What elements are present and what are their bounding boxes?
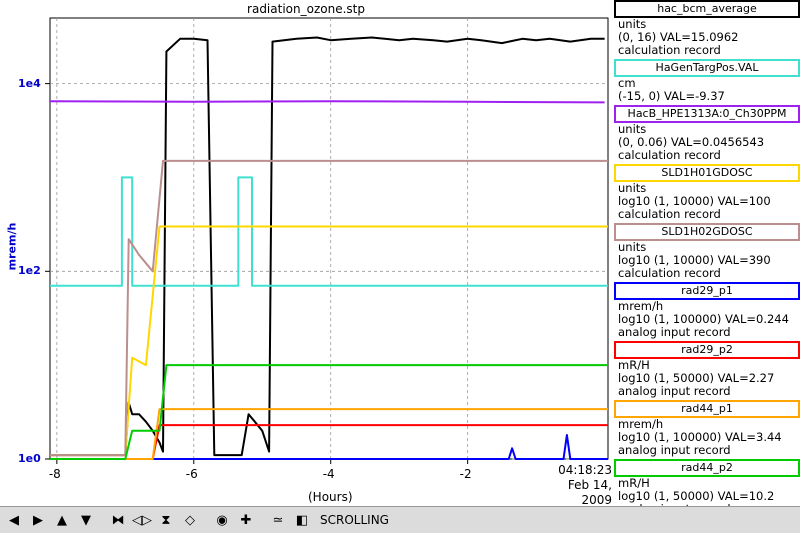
plot-area[interactable]: radiation_ozone.stp mrem/h (Hours) 04:18… bbox=[0, 0, 612, 508]
x-tick-label: -4 bbox=[322, 467, 335, 481]
legend-name-box[interactable]: rad44_p2 bbox=[614, 459, 800, 477]
zoom-x-in-icon[interactable]: ⧓ bbox=[111, 512, 125, 528]
legend-detail-line: analog input record bbox=[618, 444, 731, 457]
legend-detail-line: analog input record bbox=[618, 326, 731, 339]
legend-detail-line: log10 (1, 10000) VAL=390 bbox=[618, 254, 771, 267]
legend-entry[interactable]: rad29_p2 mR/H log10 (1, 50000) VAL=2.27 ana… bbox=[612, 341, 800, 398]
y-tick-label: 1e0 bbox=[18, 452, 41, 465]
series-line-hagentargpos-val bbox=[50, 176, 608, 287]
legend-detail-line: (0, 16) VAL=15.0962 bbox=[618, 31, 739, 44]
legend-detail-line: calculation record bbox=[618, 44, 721, 57]
legend-detail-line: calculation record bbox=[618, 267, 721, 280]
end-time-label: 04:18:23 Feb 14, 2009 bbox=[544, 463, 612, 508]
arrow-left-icon[interactable]: ◀ bbox=[9, 512, 19, 528]
chart-svg[interactable] bbox=[0, 0, 612, 506]
legend-detail-line: mR/H bbox=[618, 477, 650, 490]
legend-entry[interactable]: hac_bcm_average units (0, 16) VAL=15.0962 c… bbox=[612, 0, 800, 57]
x-axis-label: (Hours) bbox=[308, 490, 353, 504]
plot-frame bbox=[49, 17, 609, 460]
legend-detail-line: log10 (1, 100000) VAL=3.44 bbox=[618, 431, 782, 444]
series-line-hacb-hpe1313a-0-ch30ppm bbox=[49, 100, 605, 104]
legend-entry[interactable]: HaGenTargPos.VAL cm (-15, 0) VAL=-9.37 bbox=[612, 59, 800, 103]
y-tick-label: 1e4 bbox=[18, 76, 41, 90]
series-line-rad44-p1 bbox=[50, 408, 608, 460]
legend-detail-line: mrem/h bbox=[618, 300, 664, 313]
legend-entry[interactable]: SLD1H02GDOSC units log10 (1, 10000) VAL=39… bbox=[612, 223, 800, 280]
legend-entry[interactable]: HacB_HPE1313A:0_Ch30PPM units (0, 0.06) VA… bbox=[612, 105, 800, 162]
legend-panel: hac_bcm_average units (0, 16) VAL=15.0962 c… bbox=[612, 0, 800, 516]
series-line-rad44-p2 bbox=[50, 364, 608, 460]
chart-title: radiation_ozone.stp bbox=[247, 2, 365, 16]
legend-detail-line: log10 (1, 100000) VAL=0.244 bbox=[618, 313, 789, 326]
legend-name-box[interactable]: rad29_p2 bbox=[614, 341, 800, 359]
arrow-right-icon[interactable]: ▶ bbox=[33, 512, 43, 528]
legend-detail-line: units bbox=[618, 182, 647, 195]
legend-entry[interactable]: SLD1H01GDOSC units log10 (1, 10000) VAL=10… bbox=[612, 164, 800, 221]
legend-detail-line: units bbox=[618, 18, 647, 31]
arrow-up-icon[interactable]: ▲ bbox=[57, 512, 67, 528]
legend-detail-line: mR/H bbox=[618, 359, 650, 372]
end-date: Feb 14, 2009 bbox=[567, 478, 612, 507]
legend-name-box[interactable]: SLD1H02GDOSC bbox=[614, 223, 800, 241]
legend-detail-line: calculation record bbox=[618, 149, 721, 162]
legend-name-box[interactable]: HaGenTargPos.VAL bbox=[614, 59, 800, 77]
legend-detail-line: units bbox=[618, 241, 647, 254]
legend-detail-line: (0, 0.06) VAL=0.0456543 bbox=[618, 136, 765, 149]
zoom-y-in-icon[interactable]: ⧗ bbox=[161, 512, 171, 528]
x-tick-label: -2 bbox=[459, 467, 472, 481]
legend-detail-line: analog input record bbox=[618, 385, 731, 398]
y-axis-label: mrem/h bbox=[5, 222, 19, 271]
legend-name-box[interactable]: rad44_p1 bbox=[614, 400, 800, 418]
x-tick-label: -8 bbox=[48, 467, 61, 481]
series-line-sld1h01gdosc bbox=[50, 225, 608, 457]
legend-entry[interactable]: rad44_p1 mrem/h log10 (1, 100000) VAL=3.44… bbox=[612, 400, 800, 457]
config-icon[interactable]: ≃ bbox=[272, 512, 284, 528]
legend-name-box[interactable]: hac_bcm_average bbox=[614, 0, 800, 18]
zoom-auto-icon[interactable]: ◉ bbox=[216, 512, 228, 528]
x-tick-label: -6 bbox=[185, 467, 198, 481]
legend-detail-line: log10 (1, 50000) VAL=10.2 bbox=[618, 490, 775, 503]
scroll-icon[interactable]: ◧ bbox=[295, 512, 309, 528]
legend-detail-line: mrem/h bbox=[618, 418, 664, 431]
series-line-rad29-p1 bbox=[50, 434, 608, 460]
legend-detail-line: log10 (1, 10000) VAL=100 bbox=[618, 195, 771, 208]
legend-detail-line: calculation record bbox=[618, 208, 721, 221]
legend-name-box[interactable]: HacB_HPE1313A:0_Ch30PPM bbox=[614, 105, 800, 123]
toolbar-buttons: ◀ ▶ ▲ ▼ ⧓ ◁▷ ⧗ ◇ ◉ ✚ ≃ ◧ bbox=[0, 510, 312, 530]
end-time: 04:18:23 bbox=[558, 463, 612, 477]
legend-name-box[interactable]: SLD1H01GDOSC bbox=[614, 164, 800, 182]
zoom-x-out-icon[interactable]: ◁▷ bbox=[132, 512, 152, 528]
zoom-y-out-icon[interactable]: ◇ bbox=[185, 512, 195, 528]
legend-name-box[interactable]: rad29_p1 bbox=[614, 282, 800, 300]
legend-detail-line: log10 (1, 50000) VAL=2.27 bbox=[618, 372, 775, 385]
legend-detail-line: units bbox=[618, 123, 647, 136]
plus-icon[interactable]: ✚ bbox=[240, 512, 252, 528]
toolbar: ◀ ▶ ▲ ▼ ⧓ ◁▷ ⧗ ◇ ◉ ✚ ≃ ◧ SCROLLING bbox=[0, 506, 800, 533]
legend-entry[interactable]: rad29_p1 mrem/h log10 (1, 100000) VAL=0.24… bbox=[612, 282, 800, 339]
arrow-down-icon[interactable]: ▼ bbox=[81, 512, 91, 528]
scrolling-status: SCROLLING bbox=[320, 513, 389, 527]
y-tick-label: 1e2 bbox=[18, 264, 41, 278]
legend-detail-line: (-15, 0) VAL=-9.37 bbox=[618, 90, 725, 103]
series-line-sld1h02gdosc bbox=[50, 159, 608, 457]
legend-detail-line: cm bbox=[618, 77, 636, 90]
